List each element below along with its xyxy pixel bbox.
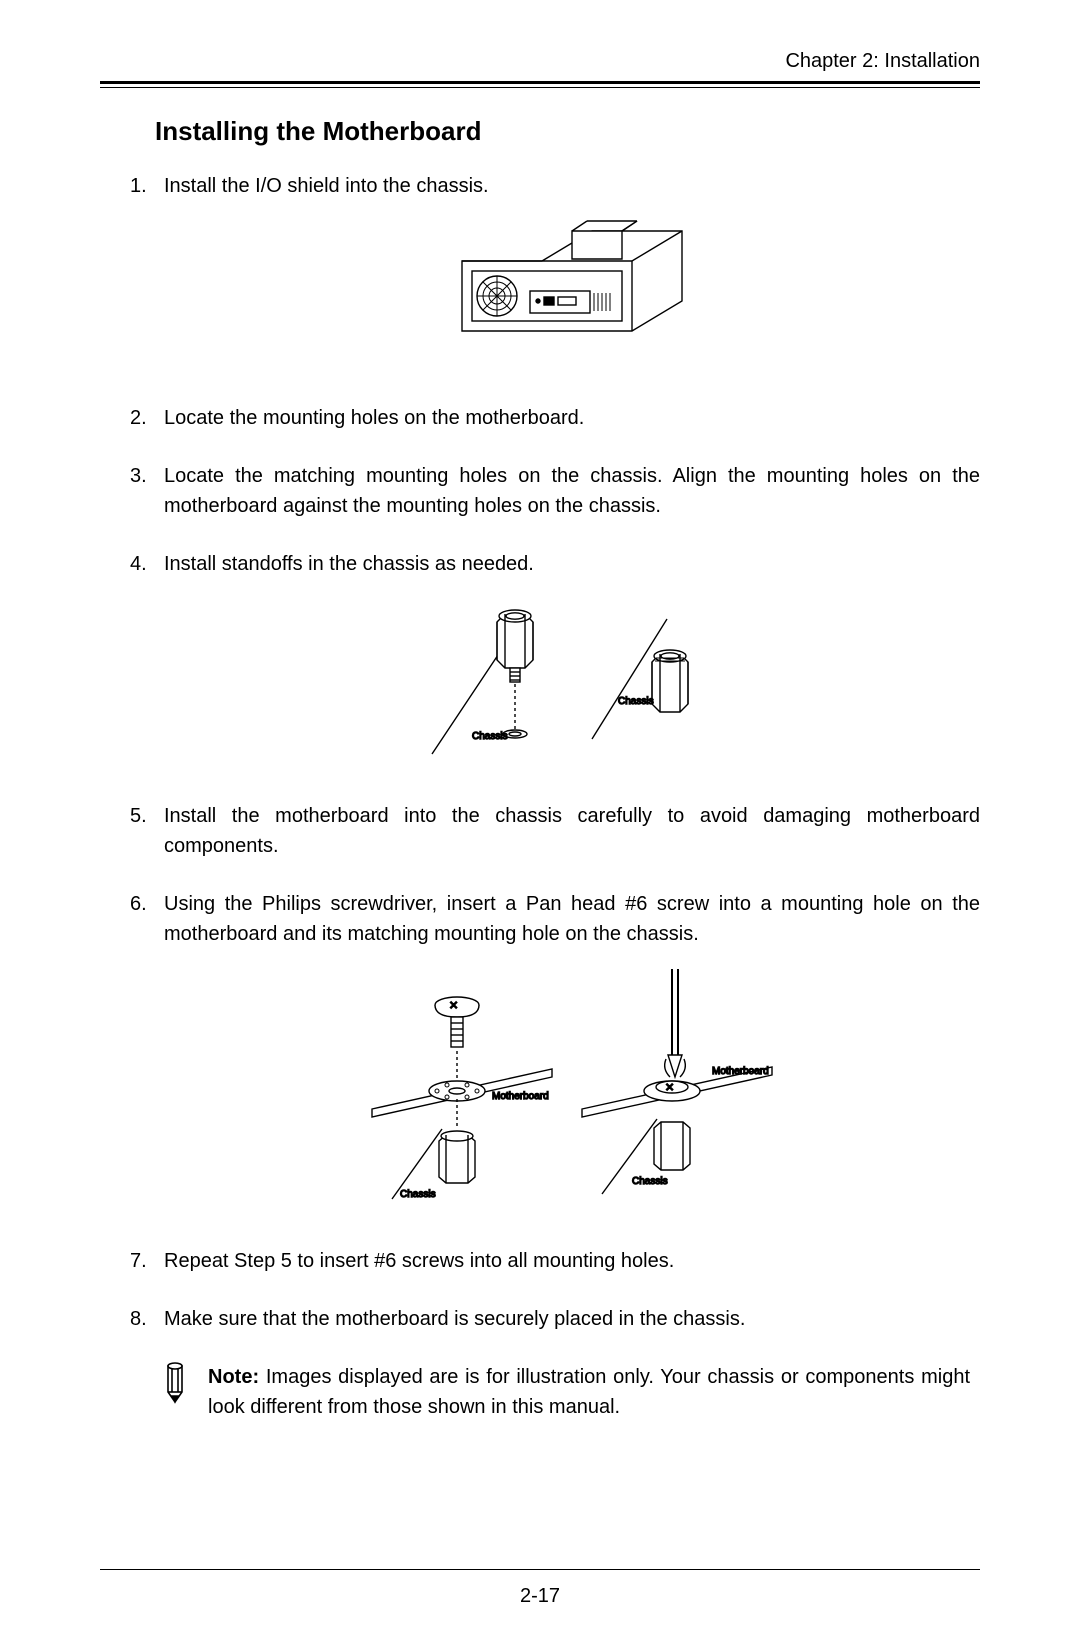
step-text: Install standoffs in the chassis as need…	[164, 553, 534, 575]
step-6: 6. Using the Philips screwdriver, insert…	[130, 889, 980, 1218]
step-number: 3.	[130, 461, 147, 491]
footer-rule	[100, 1569, 980, 1570]
step-text: Locate the matching mounting holes on th…	[164, 465, 980, 517]
step-number: 6.	[130, 889, 147, 919]
step-text: Using the Philips screwdriver, insert a …	[164, 893, 980, 945]
step-text: Make sure that the motherboard is secure…	[164, 1308, 745, 1330]
figure-standoffs: Chassis	[164, 589, 980, 773]
step-5: 5. Install the motherboard into the chas…	[130, 801, 980, 861]
standoffs-illustration-icon: Chassis	[392, 589, 752, 764]
screw-illustration-icon: ✕	[352, 959, 792, 1209]
chassis-illustration-icon	[422, 211, 722, 366]
step-8: 8. Make sure that the motherboard is sec…	[130, 1304, 980, 1334]
step-text: Locate the mounting holes on the motherb…	[164, 407, 584, 429]
note-block: Note: Images displayed are is for illust…	[100, 1362, 980, 1422]
figure-label: Motherboard	[712, 1066, 769, 1077]
header-rule	[100, 81, 980, 88]
step-7: 7. Repeat Step 5 to insert #6 screws int…	[130, 1246, 980, 1276]
page: Chapter 2: Installation Installing the M…	[0, 0, 1080, 1650]
svg-text:✕: ✕	[665, 1082, 674, 1094]
step-text: Install the I/O shield into the chassis.	[164, 175, 489, 197]
step-number: 8.	[130, 1304, 147, 1334]
figure-screw: ✕	[164, 959, 980, 1218]
step-number: 1.	[130, 171, 147, 201]
step-text: Repeat Step 5 to insert #6 screws into a…	[164, 1250, 674, 1272]
svg-text:✕: ✕	[449, 1000, 458, 1012]
step-text: Install the motherboard into the chassis…	[164, 805, 980, 857]
step-4: 4. Install standoffs in the chassis as n…	[130, 549, 980, 773]
pencil-note-icon	[160, 1362, 190, 1404]
steps-list: 1. Install the I/O shield into the chass…	[100, 171, 980, 1334]
step-number: 5.	[130, 801, 147, 831]
step-number: 2.	[130, 403, 147, 433]
section-title: Installing the Motherboard	[155, 116, 980, 147]
note-label: Note:	[208, 1366, 259, 1388]
figure-label: Motherboard	[492, 1091, 549, 1102]
figure-label: Chassis	[400, 1189, 436, 1200]
figure-chassis	[164, 211, 980, 375]
chapter-header: Chapter 2: Installation	[100, 50, 980, 81]
step-3: 3. Locate the matching mounting holes on…	[130, 461, 980, 521]
note-body: Images displayed are is for illustration…	[208, 1366, 970, 1418]
figure-label: Chassis	[618, 696, 654, 707]
step-2: 2. Locate the mounting holes on the moth…	[130, 403, 980, 433]
figure-label: Chassis	[472, 731, 508, 742]
step-1: 1. Install the I/O shield into the chass…	[130, 171, 980, 375]
step-number: 4.	[130, 549, 147, 579]
page-number: 2-17	[0, 1585, 1080, 1608]
figure-label: Chassis	[632, 1176, 668, 1187]
step-number: 7.	[130, 1246, 147, 1276]
note-text: Note: Images displayed are is for illust…	[208, 1362, 970, 1422]
